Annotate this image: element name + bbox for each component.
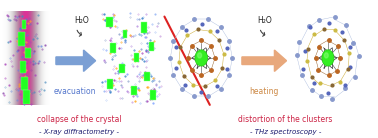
Text: evacuation: evacuation: [54, 87, 96, 96]
Text: collapse of the crystal: collapse of the crystal: [37, 115, 122, 124]
Text: H₂O: H₂O: [257, 16, 272, 25]
FancyBboxPatch shape: [18, 32, 25, 46]
Circle shape: [198, 53, 201, 58]
FancyBboxPatch shape: [23, 90, 30, 104]
Text: H₂O: H₂O: [74, 16, 89, 25]
FancyBboxPatch shape: [106, 17, 113, 27]
Circle shape: [322, 50, 334, 66]
FancyArrow shape: [56, 50, 96, 71]
FancyBboxPatch shape: [20, 61, 26, 73]
FancyBboxPatch shape: [21, 77, 28, 90]
Text: heating: heating: [249, 87, 278, 96]
FancyBboxPatch shape: [25, 48, 31, 58]
Circle shape: [324, 53, 328, 58]
FancyBboxPatch shape: [123, 30, 127, 38]
FancyBboxPatch shape: [149, 42, 154, 51]
FancyBboxPatch shape: [22, 20, 26, 29]
FancyBboxPatch shape: [132, 86, 138, 95]
FancyBboxPatch shape: [134, 53, 139, 62]
FancyBboxPatch shape: [150, 90, 156, 100]
FancyBboxPatch shape: [144, 72, 150, 81]
FancyBboxPatch shape: [110, 43, 116, 53]
FancyArrow shape: [242, 50, 287, 71]
FancyBboxPatch shape: [119, 64, 125, 73]
Text: distortion of the clusters: distortion of the clusters: [238, 115, 333, 124]
Text: - THz spectroscopy -: - THz spectroscopy -: [250, 129, 321, 135]
FancyBboxPatch shape: [141, 22, 147, 33]
Text: - X-ray diffractometry -: - X-ray diffractometry -: [39, 129, 119, 135]
FancyBboxPatch shape: [107, 79, 113, 89]
Circle shape: [195, 50, 208, 66]
